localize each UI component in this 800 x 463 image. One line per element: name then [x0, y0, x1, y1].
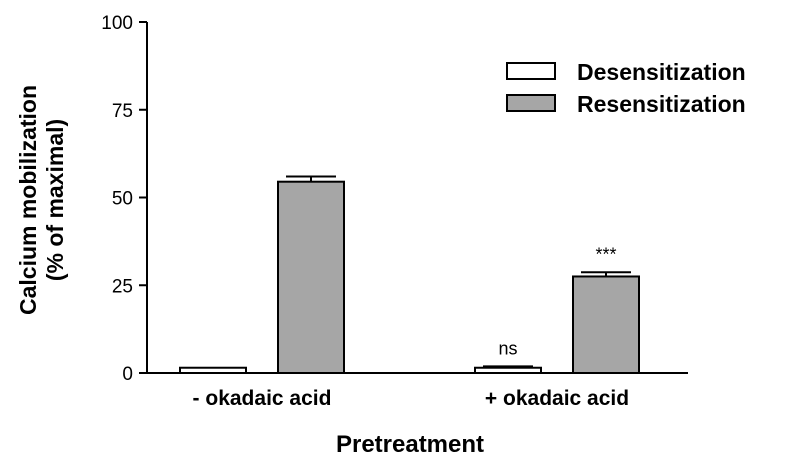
legend-swatch [506, 62, 556, 80]
annotations-group: ns *** [498, 244, 616, 358]
y-tick-label: 50 [112, 189, 133, 210]
bar [572, 275, 640, 375]
x-axis: - okadaic acid + okadaic acid [147, 372, 688, 410]
legend: Desensitization Resensitization [506, 59, 746, 117]
y-axis: 0 25 50 75 100 [101, 13, 148, 385]
y-tick-label: 100 [101, 13, 133, 34]
y-axis-label-line: Calcium mobilization [15, 85, 41, 315]
x-axis-label: Pretreatment [336, 431, 484, 458]
y-tick-label: 75 [112, 101, 133, 122]
significance-label: ns [498, 338, 517, 358]
x-tick-label: - okadaic acid [193, 387, 332, 410]
legend-swatch [506, 94, 556, 112]
bar [277, 180, 345, 374]
bars-group [179, 175, 640, 375]
significance-label: *** [595, 244, 616, 264]
y-axis-label: Calcium mobilization(% of maximal) [15, 85, 68, 315]
y-axis-label-line: (% of maximal) [42, 119, 68, 281]
x-tick-label: + okadaic acid [485, 387, 629, 410]
y-tick-label: 25 [112, 276, 133, 297]
legend-label: Resensitization [577, 91, 746, 117]
y-tick-label: 0 [122, 364, 133, 385]
bar [474, 366, 542, 374]
bar [179, 366, 247, 374]
legend-label: Desensitization [577, 59, 746, 85]
